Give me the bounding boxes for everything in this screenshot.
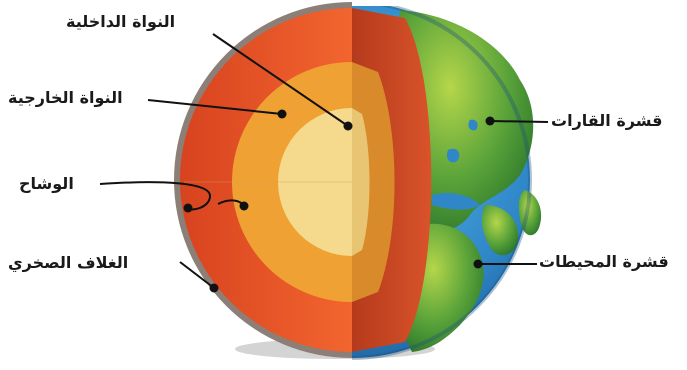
leader-inner-core xyxy=(212,33,349,127)
dot-oceanic-crust xyxy=(473,259,483,269)
dot-outer-core xyxy=(277,109,287,119)
inner-core-section-face xyxy=(352,108,370,256)
dot-continental-crust xyxy=(485,116,495,126)
landmass-india xyxy=(518,190,542,236)
label-oceanic-crust: قشرة المحيطات xyxy=(539,252,669,271)
landmass-arabia xyxy=(481,205,519,256)
leader-lithosphere xyxy=(179,261,215,289)
label-outer-core: النواة الخارجية xyxy=(8,88,123,107)
dot-lithosphere xyxy=(209,283,219,293)
mediterranean-sea xyxy=(432,193,480,210)
dot-mantle xyxy=(239,201,249,211)
label-mantle: الوشاح xyxy=(19,174,74,193)
inland-lake xyxy=(468,119,478,131)
leader-outer-core xyxy=(147,99,283,115)
leader-continental-crust xyxy=(489,120,549,123)
label-lithosphere: الغلاف الصخري xyxy=(8,253,129,272)
leader-dots xyxy=(183,109,495,293)
inland-sea xyxy=(446,148,460,163)
dot-inner-core xyxy=(343,121,353,131)
label-inner-core: النواة الداخلية xyxy=(66,12,176,31)
label-continental-crust: قشرة القارات xyxy=(551,111,663,130)
dot-mantle-2 xyxy=(183,203,193,213)
